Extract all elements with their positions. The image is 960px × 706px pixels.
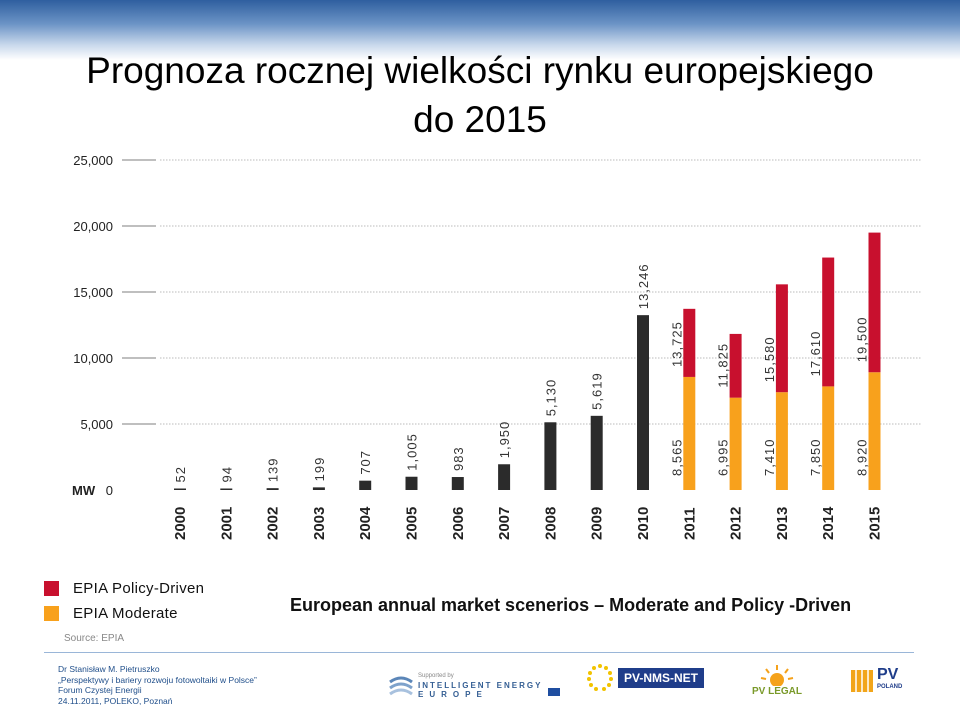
x-tick-label: 2007 (496, 507, 513, 540)
bar-policy (869, 233, 881, 373)
data-label-historical: 52 (173, 466, 188, 482)
data-label-historical: 707 (358, 450, 373, 475)
footer-credits: Dr Stanisław M. Pietruszko „Perspektywy … (58, 664, 257, 706)
bar-historical (544, 422, 556, 490)
x-tick-label: 2004 (357, 506, 374, 540)
data-label-historical: 1,950 (497, 421, 512, 459)
pvlegal-text: PV LEGAL (752, 686, 802, 697)
x-tick-label: 2008 (542, 507, 559, 540)
x-tick-label: 2015 (867, 507, 884, 540)
bar-moderate (776, 392, 788, 490)
x-tick-label: 2003 (311, 507, 328, 540)
legend-swatch-policy (44, 581, 59, 596)
pvlegal-logo: PV LEGAL (752, 664, 802, 697)
y-tick-label: 25,000 (73, 153, 113, 168)
x-tick-label: 2014 (820, 506, 837, 540)
pvpoland-logo: PV POLAND (850, 668, 902, 694)
footer-event: Forum Czystej Energii (58, 685, 257, 696)
legend-label-policy: EPIA Policy-Driven (73, 580, 204, 597)
data-label-historical: 1,005 (405, 433, 420, 471)
data-label-moderate: 7,410 (762, 438, 777, 476)
legend-swatch-moderate (44, 606, 59, 621)
bar-historical (267, 488, 279, 490)
bar-historical (313, 487, 325, 490)
pvpoland-bottom: POLAND (877, 681, 902, 694)
y-tick-label: 5,000 (80, 417, 113, 432)
x-tick-label: 2009 (589, 507, 606, 540)
x-tick-label: 2013 (774, 507, 791, 540)
bar-policy (776, 284, 788, 392)
data-label-moderate: 8,565 (669, 438, 684, 476)
data-label-moderate: 6,995 (716, 438, 731, 476)
chart-subtitle: European annual market scenerios – Moder… (290, 595, 851, 616)
x-tick-label: 2005 (404, 507, 421, 540)
footer-talk-title: „Perspektywy i bariery rozwoju fotowolta… (58, 675, 257, 686)
data-label-policy: 19,500 (855, 316, 870, 362)
legend-item-policy: EPIA Policy-Driven (44, 579, 204, 597)
data-label-policy: 11,825 (716, 343, 731, 388)
pvnms-logo: PV-NMS-NET (584, 662, 704, 694)
x-tick-label: 2001 (218, 507, 235, 540)
bar-historical (174, 489, 186, 491)
bar-moderate (683, 377, 695, 490)
y-tick-label: 0 (106, 483, 113, 498)
bar-policy (683, 309, 695, 377)
pvpoland-top: PV (877, 668, 902, 681)
x-tick-label: 2006 (450, 507, 467, 540)
bar-historical (591, 416, 603, 490)
bar-historical (637, 315, 649, 490)
bar-policy (822, 258, 834, 387)
iee-line1: INTELLIGENT ENERGY (418, 681, 542, 690)
x-tick-label: 2011 (681, 507, 698, 540)
data-label-historical: 983 (451, 446, 466, 471)
y-tick-label: 20,000 (73, 219, 113, 234)
data-label-policy: 17,610 (808, 331, 823, 377)
bar-chart: 0 5,000 10,000 15,000 20,000 25,000 MW 52 94 139 1… (0, 0, 960, 560)
x-tick-label: 2000 (172, 507, 189, 540)
eu-flag-icon (548, 688, 560, 696)
y-tick-label: 10,000 (73, 351, 113, 366)
data-label-historical: 94 (219, 466, 234, 482)
bar-moderate (730, 398, 742, 490)
data-label-historical: 5,619 (590, 372, 605, 410)
x-tick-label: 2012 (728, 507, 745, 540)
footer-divider (44, 652, 914, 653)
bar-moderate (822, 386, 834, 490)
data-label-policy: 15,580 (762, 336, 777, 382)
bar-moderate (869, 372, 881, 490)
legend-item-moderate: EPIA Moderate (44, 604, 178, 622)
legend-label-moderate: EPIA Moderate (73, 605, 178, 622)
data-label-historical: 5,130 (543, 379, 558, 417)
bar-historical (220, 489, 232, 491)
data-label-historical: 139 (266, 457, 281, 482)
y-tick-label: 15,000 (73, 285, 113, 300)
eu-stars-icon (584, 662, 616, 694)
source-note: Source: EPIA (64, 633, 124, 644)
data-label-historical: 13,246 (636, 263, 651, 309)
data-label-moderate: 7,850 (808, 438, 823, 476)
pvnms-text: PV-NMS-NET (618, 668, 704, 688)
bar-historical (452, 477, 464, 490)
x-tick-label: 2010 (635, 507, 652, 540)
sun-icon (759, 664, 795, 686)
data-label-moderate: 8,920 (855, 438, 870, 476)
bar-policy (730, 334, 742, 398)
iee-swirl-icon (388, 674, 414, 698)
data-label-policy: 13,725 (669, 321, 684, 367)
bar-historical (359, 481, 371, 490)
iee-logo: Supported by INTELLIGENT ENERGY EUROPE (388, 672, 560, 699)
pv-panel-icon (850, 668, 874, 694)
footer-date-place: 24.11.2011, POLEKO, Poznań (58, 696, 257, 706)
x-tick-label: 2002 (265, 507, 282, 540)
footer-author: Dr Stanisław M. Pietruszko (58, 664, 257, 675)
iee-supported-text: Supported by (418, 672, 542, 681)
iee-line2: EUROPE (418, 690, 542, 699)
bar-historical (406, 477, 418, 490)
bar-historical (498, 464, 510, 490)
y-axis-label: MW (72, 483, 96, 498)
data-label-historical: 199 (312, 457, 327, 482)
